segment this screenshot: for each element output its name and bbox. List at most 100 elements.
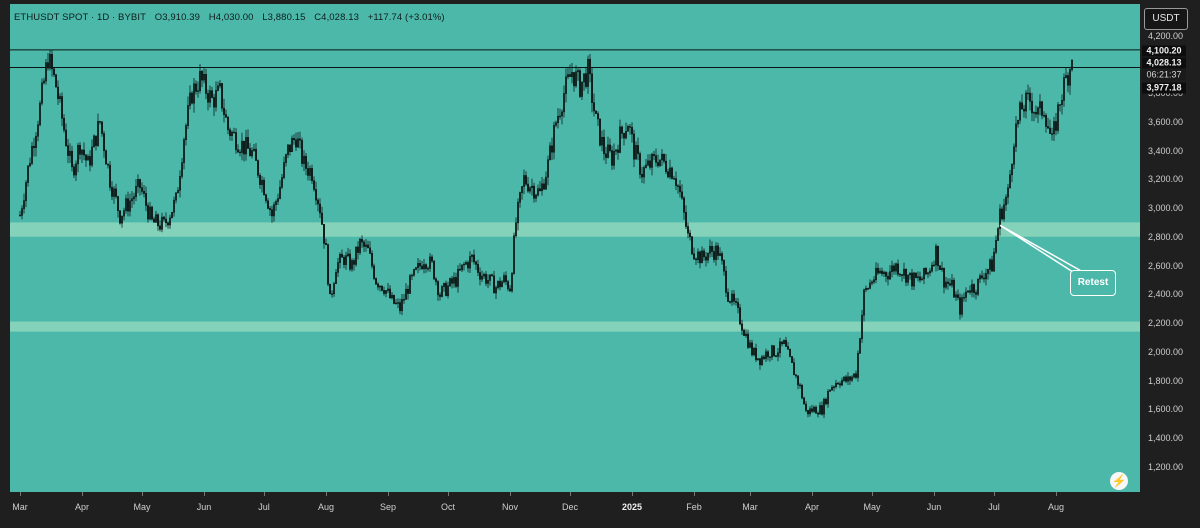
candle [796, 375, 799, 390]
candle [812, 405, 815, 413]
retest-callout[interactable]: Retest [1070, 270, 1116, 296]
candle [139, 178, 142, 196]
candle [259, 173, 262, 189]
y-tick-label: 1,800.00 [1148, 375, 1184, 386]
candle [195, 80, 198, 95]
candle [109, 161, 112, 191]
candle [1006, 183, 1009, 205]
x-tick-label: Apr [804, 502, 820, 512]
candle [167, 221, 170, 229]
candle [520, 186, 523, 200]
candle [290, 135, 293, 152]
candle [420, 261, 423, 270]
x-tick-mark [82, 492, 83, 496]
candle [251, 147, 254, 159]
candle [454, 272, 457, 289]
candle [64, 123, 67, 147]
candle [546, 155, 549, 186]
candle [642, 165, 645, 184]
candle [219, 80, 222, 89]
candle [732, 290, 735, 305]
candle [714, 242, 717, 266]
candle [766, 349, 769, 361]
candle [592, 93, 595, 117]
candle [934, 243, 937, 272]
candle [942, 267, 945, 294]
candle [468, 251, 471, 274]
candle [600, 130, 603, 152]
candle [143, 185, 146, 198]
candle [614, 149, 617, 155]
candle [404, 283, 407, 300]
candle [626, 124, 629, 132]
y-tick-label: 2,200.00 [1148, 318, 1184, 328]
candle [1024, 90, 1027, 119]
candle [38, 100, 41, 127]
y-tick-label: 2,400.00 [1148, 289, 1184, 300]
candle [836, 381, 839, 385]
candle [388, 285, 391, 299]
candle [554, 120, 557, 128]
candle [854, 370, 857, 380]
candle [890, 260, 893, 278]
candle [177, 187, 180, 194]
candle [638, 151, 641, 179]
y-tick-label: 3,000.00 [1148, 203, 1184, 213]
candle [786, 342, 789, 350]
candle [572, 72, 575, 92]
candle [280, 174, 283, 190]
candle [770, 344, 773, 361]
candle [145, 186, 148, 212]
candle [678, 179, 681, 198]
candle [52, 67, 55, 78]
candle [1041, 100, 1044, 120]
candle [946, 278, 949, 290]
candle [60, 92, 63, 127]
candle [77, 142, 80, 173]
candle [58, 93, 61, 103]
plot-area[interactable] [10, 4, 1140, 492]
price-chart[interactable] [10, 4, 1140, 492]
y-tick-label: 4,200.00 [1148, 30, 1184, 41]
y-tick-label: 1,400.00 [1148, 433, 1184, 443]
candle [552, 121, 555, 160]
y-tick-label: 2,000.00 [1148, 346, 1184, 357]
candle [630, 122, 633, 143]
candle [698, 250, 701, 269]
candle [159, 220, 162, 232]
candle [50, 50, 53, 77]
candle [970, 279, 973, 298]
candle [748, 339, 751, 349]
candle [688, 229, 691, 241]
candle [111, 181, 114, 201]
candle [44, 59, 47, 85]
candle [448, 277, 451, 287]
candle [46, 52, 49, 71]
candle [604, 146, 607, 165]
x-tick-mark [1056, 492, 1057, 496]
candle [372, 263, 375, 281]
candle [950, 274, 953, 288]
candle [534, 193, 537, 203]
candle [566, 66, 569, 80]
candle [149, 202, 152, 221]
candle [444, 280, 447, 297]
candle [776, 347, 779, 362]
symbol-info-bar: ETHUSDT SPOT · 1D · BYBIT O3,910.39 H4,0… [14, 12, 451, 23]
x-tick-label: Dec [561, 502, 579, 512]
candle [101, 121, 104, 137]
candle [1043, 111, 1046, 118]
candle [926, 271, 929, 279]
candle [62, 114, 65, 133]
candle [654, 148, 657, 167]
candle [221, 82, 224, 112]
lightning-icon[interactable]: ⚡ [1110, 472, 1128, 490]
candle [824, 397, 827, 406]
candle [183, 137, 186, 170]
candle [382, 286, 385, 296]
currency-button[interactable]: USDT [1144, 8, 1188, 30]
candle [97, 113, 100, 147]
candle [514, 217, 517, 238]
candle [1053, 116, 1056, 141]
symbol-label[interactable]: ETHUSDT SPOT · 1D · BYBIT [14, 12, 147, 23]
